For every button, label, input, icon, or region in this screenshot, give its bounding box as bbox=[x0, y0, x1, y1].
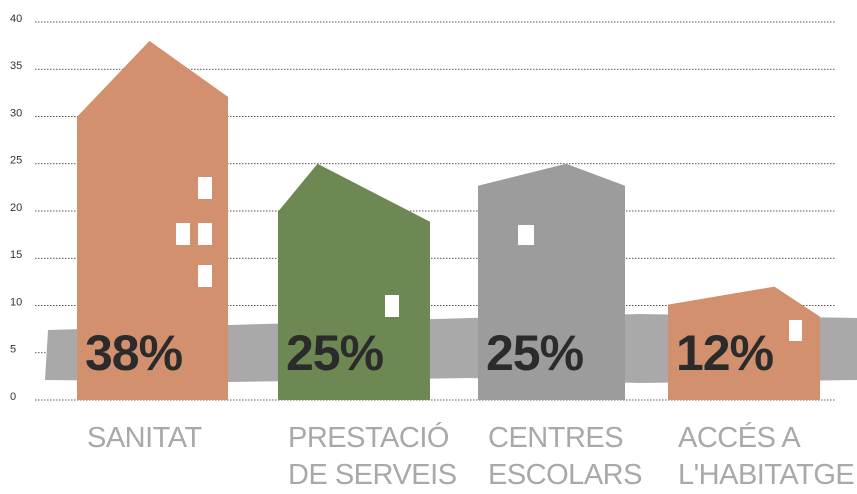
window bbox=[198, 177, 212, 199]
y-tick-label: 30 bbox=[10, 107, 22, 119]
house-bar bbox=[478, 163, 625, 400]
value-label: 25% bbox=[486, 325, 584, 381]
y-tick-label: 25 bbox=[10, 155, 22, 167]
house-bar bbox=[668, 286, 820, 400]
window bbox=[789, 320, 802, 341]
window bbox=[198, 223, 212, 245]
value-label: 12% bbox=[676, 325, 774, 381]
y-tick-label: 35 bbox=[10, 60, 22, 72]
category-label: ACCÉS A L'HABITATGE bbox=[678, 422, 855, 491]
y-tick-label: 40 bbox=[10, 13, 22, 25]
y-tick-label: 0 bbox=[10, 391, 16, 403]
category-label: CENTRES ESCOLARS bbox=[488, 422, 642, 491]
y-tick-label: 15 bbox=[10, 249, 22, 261]
window bbox=[518, 225, 534, 245]
value-label: 25% bbox=[286, 325, 384, 381]
road-band bbox=[45, 314, 857, 383]
category-label: SANITAT bbox=[87, 422, 202, 454]
value-label: 38% bbox=[85, 325, 183, 381]
window bbox=[385, 295, 399, 317]
house-bar bbox=[77, 40, 228, 401]
house-bar bbox=[278, 163, 430, 400]
category-label: PRESTACIÓ DE SERVEIS bbox=[288, 422, 457, 491]
window bbox=[176, 223, 190, 245]
y-tick-label: 5 bbox=[10, 344, 16, 356]
y-tick-label: 10 bbox=[10, 296, 22, 308]
y-tick-label: 20 bbox=[10, 202, 22, 214]
window bbox=[198, 265, 212, 287]
